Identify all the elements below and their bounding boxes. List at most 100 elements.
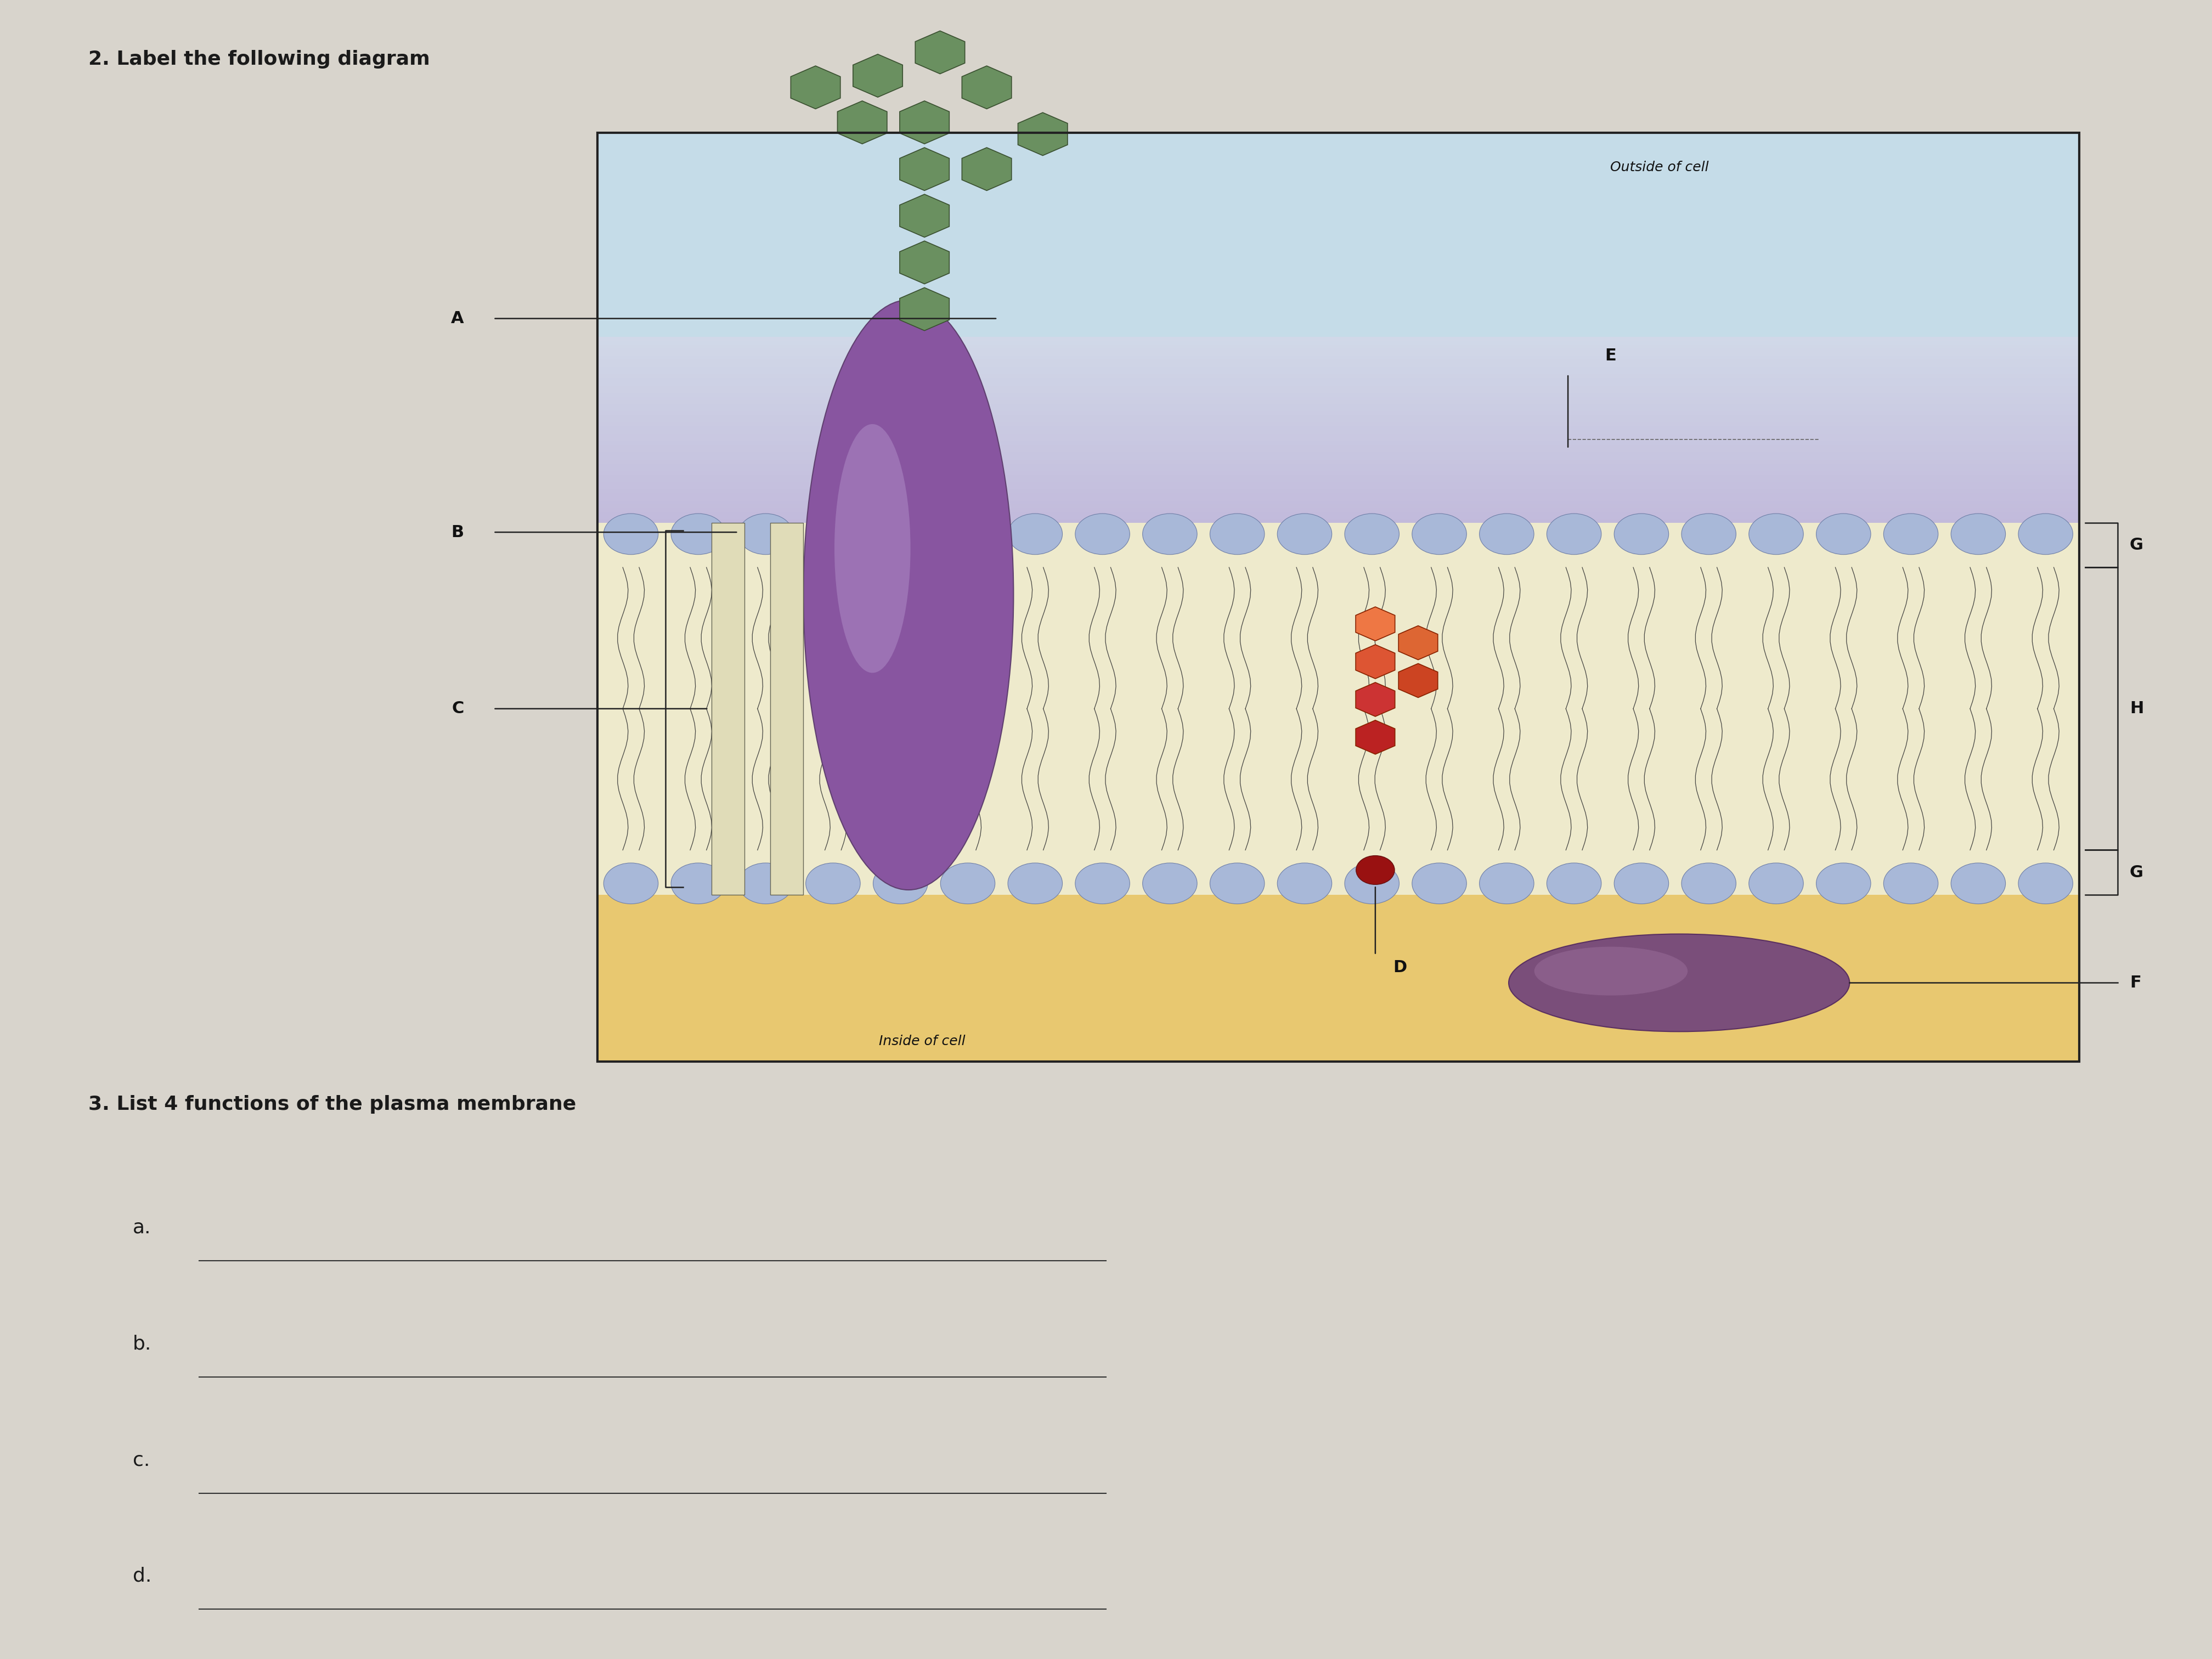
- Bar: [597, 523, 2079, 894]
- Text: H: H: [2130, 700, 2143, 717]
- Polygon shape: [900, 194, 949, 237]
- Text: A: A: [451, 310, 465, 327]
- Circle shape: [1075, 863, 1130, 904]
- Circle shape: [1144, 514, 1197, 554]
- Bar: [597, 493, 2079, 498]
- Bar: [597, 393, 2079, 397]
- Bar: [597, 373, 2079, 378]
- Polygon shape: [1356, 645, 1396, 679]
- Circle shape: [739, 863, 792, 904]
- Circle shape: [1816, 514, 1871, 554]
- Bar: [597, 496, 2079, 501]
- Text: D: D: [1394, 959, 1407, 975]
- Bar: [597, 508, 2079, 511]
- Text: F: F: [2130, 975, 2141, 990]
- Polygon shape: [900, 287, 949, 330]
- Bar: [597, 445, 2079, 448]
- Text: a.: a.: [133, 1218, 150, 1238]
- Circle shape: [670, 514, 726, 554]
- Polygon shape: [1398, 664, 1438, 697]
- Bar: [597, 388, 2079, 393]
- Bar: [597, 363, 2079, 367]
- Bar: [597, 474, 2079, 478]
- Circle shape: [874, 863, 927, 904]
- Bar: [597, 423, 2079, 426]
- Bar: [597, 481, 2079, 486]
- Circle shape: [1951, 514, 2006, 554]
- Polygon shape: [1356, 720, 1396, 755]
- Circle shape: [1009, 514, 1062, 554]
- Circle shape: [1345, 514, 1400, 554]
- Text: B: B: [451, 524, 465, 541]
- Bar: [597, 340, 2079, 345]
- Bar: [597, 408, 2079, 411]
- Bar: [597, 355, 2079, 360]
- Bar: [597, 133, 2079, 337]
- Circle shape: [1480, 514, 1533, 554]
- Circle shape: [1681, 514, 1736, 554]
- Bar: [597, 430, 2079, 433]
- Polygon shape: [1356, 682, 1396, 717]
- Ellipse shape: [1509, 934, 1849, 1032]
- Bar: [597, 411, 2079, 415]
- Bar: [597, 489, 2079, 493]
- Circle shape: [670, 863, 726, 904]
- Polygon shape: [916, 32, 964, 75]
- Bar: [597, 486, 2079, 489]
- Bar: [597, 352, 2079, 355]
- Circle shape: [1951, 863, 2006, 904]
- Circle shape: [1546, 514, 1601, 554]
- Bar: [770, 523, 803, 894]
- Bar: [597, 397, 2079, 400]
- Text: 3. List 4 functions of the plasma membrane: 3. List 4 functions of the plasma membra…: [88, 1095, 577, 1113]
- Circle shape: [1276, 514, 1332, 554]
- Circle shape: [604, 863, 659, 904]
- Bar: [597, 501, 2079, 504]
- Text: C: C: [451, 700, 465, 717]
- Bar: [597, 511, 2079, 516]
- Bar: [597, 403, 2079, 408]
- Circle shape: [1009, 863, 1062, 904]
- Circle shape: [940, 514, 995, 554]
- Polygon shape: [1018, 113, 1068, 156]
- Bar: [597, 400, 2079, 405]
- Polygon shape: [900, 101, 949, 144]
- Bar: [597, 367, 2079, 370]
- Bar: [597, 345, 2079, 348]
- Text: b.: b.: [133, 1334, 153, 1354]
- Bar: [597, 463, 2079, 468]
- Polygon shape: [962, 66, 1011, 109]
- Bar: [597, 418, 2079, 423]
- Polygon shape: [900, 148, 949, 191]
- Circle shape: [1615, 514, 1668, 554]
- Circle shape: [940, 863, 995, 904]
- Circle shape: [2017, 863, 2073, 904]
- Bar: [597, 471, 2079, 474]
- Circle shape: [1885, 863, 1938, 904]
- Bar: [597, 415, 2079, 418]
- Bar: [597, 426, 2079, 430]
- Bar: [597, 433, 2079, 438]
- Circle shape: [1546, 863, 1601, 904]
- Bar: [597, 337, 2079, 340]
- Circle shape: [2017, 514, 2073, 554]
- Bar: [597, 516, 2079, 519]
- Circle shape: [874, 514, 927, 554]
- Circle shape: [1750, 514, 1803, 554]
- Polygon shape: [900, 241, 949, 284]
- Bar: [597, 348, 2079, 352]
- Text: Outside of cell: Outside of cell: [1610, 161, 1710, 174]
- Polygon shape: [854, 55, 902, 98]
- Circle shape: [1144, 863, 1197, 904]
- Bar: [712, 523, 743, 894]
- Bar: [597, 478, 2079, 483]
- Bar: [597, 448, 2079, 453]
- Bar: [597, 133, 2079, 1062]
- Bar: [597, 504, 2079, 508]
- Text: G: G: [2130, 864, 2143, 881]
- Circle shape: [739, 514, 792, 554]
- Circle shape: [1210, 514, 1265, 554]
- Circle shape: [805, 863, 860, 904]
- Circle shape: [1480, 863, 1533, 904]
- Ellipse shape: [1535, 947, 1688, 995]
